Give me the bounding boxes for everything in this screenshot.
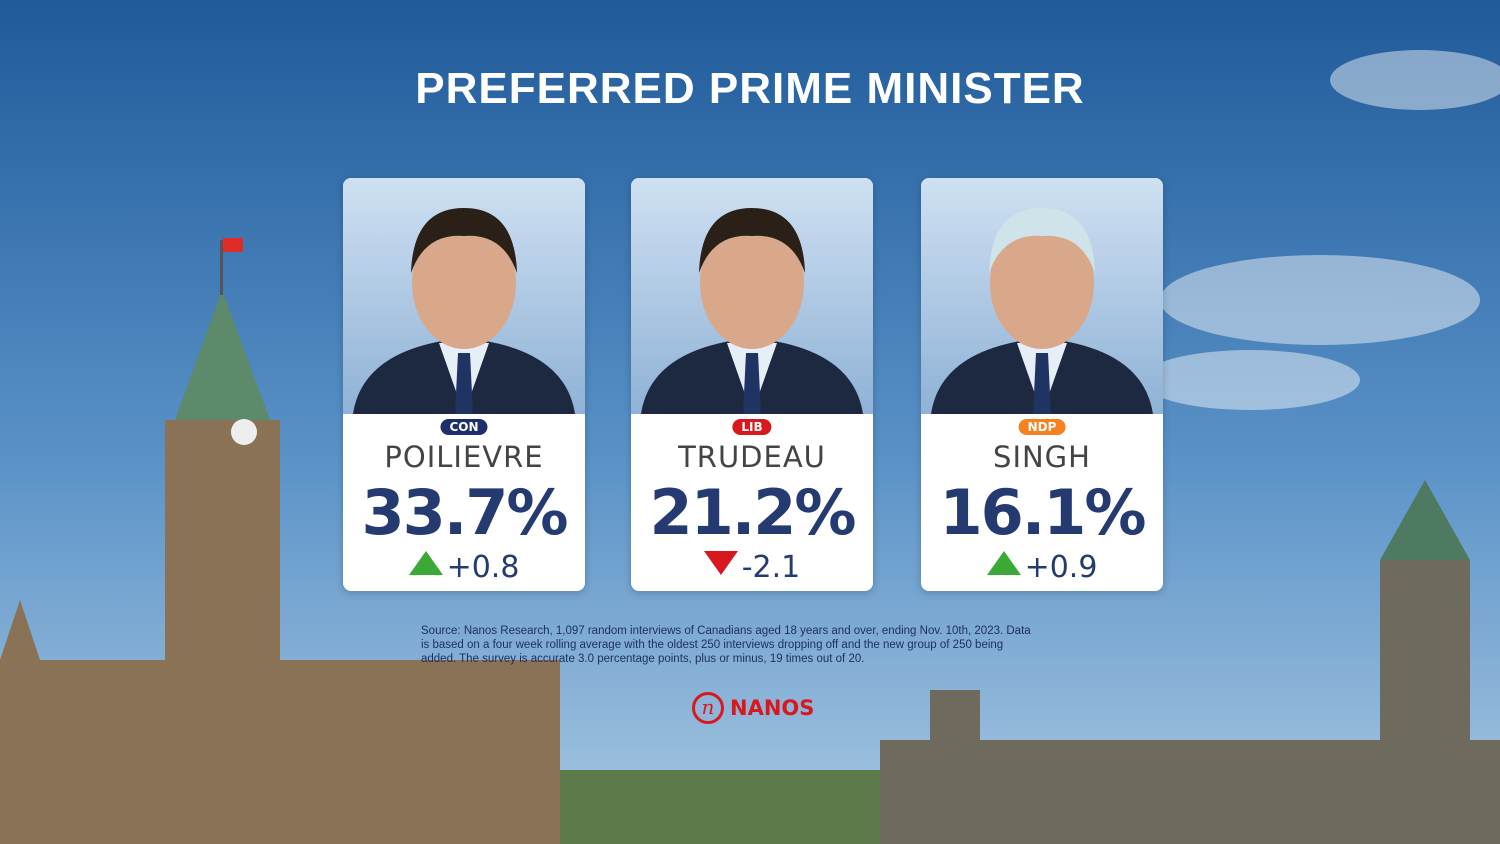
portrait-hair <box>411 208 517 273</box>
source-line: added. The survey is accurate 3.0 percen… <box>421 653 865 665</box>
portrait-tie <box>1033 353 1051 414</box>
change-value: +0.8 <box>446 550 520 585</box>
portrait-hair <box>989 208 1095 273</box>
candidate-card: NDP SINGH 16.1% +0.9 <box>921 178 1163 591</box>
portrait-face <box>412 217 516 349</box>
candidate-card: LIB TRUDEAU 21.2% -2.1 <box>631 178 873 591</box>
candidate-name: SINGH <box>993 440 1091 474</box>
portrait <box>631 178 873 414</box>
clouds <box>1140 50 1500 410</box>
candidate-name: TRUDEAU <box>678 440 826 474</box>
parliament-east <box>880 480 1500 844</box>
portrait <box>343 178 585 414</box>
vote-share: 16.1% <box>939 476 1146 549</box>
candidate-name: POILIEVRE <box>384 440 544 474</box>
source-note: Source: Nanos Research, 1,097 random int… <box>421 624 1031 666</box>
title: PREFERRED PRIME MINISTER <box>415 64 1085 113</box>
portrait-face <box>990 217 1094 349</box>
parliament-west <box>0 238 560 844</box>
logo-text: NANOS <box>730 696 815 720</box>
trend-arrow <box>986 551 1021 575</box>
change-row: +0.9 <box>921 550 1163 585</box>
party-badge: LIB <box>732 419 772 435</box>
change-row: +0.8 <box>343 550 585 585</box>
source-line: Source: Nanos Research, 1,097 random int… <box>421 625 1031 637</box>
change-value: -2.1 <box>741 550 801 585</box>
vote-share: 33.7% <box>361 476 568 549</box>
trend-arrow <box>408 551 443 575</box>
logo: n NANOS <box>692 692 814 724</box>
trend-arrow <box>703 551 738 575</box>
portrait-hair <box>699 208 805 273</box>
portrait-tie <box>743 353 761 414</box>
party-badge: NDP <box>1018 419 1066 435</box>
candidate-card: CON POILIEVRE 33.7% +0.8 <box>343 178 585 591</box>
source-line: is based on a four week rolling average … <box>421 639 1004 651</box>
party-badge: CON <box>440 419 488 435</box>
portrait <box>921 178 1163 414</box>
change-row: -2.1 <box>631 550 873 585</box>
portrait-tie <box>455 353 473 414</box>
logo-mark: n <box>692 692 724 724</box>
trees <box>560 770 880 844</box>
portrait-face <box>700 217 804 349</box>
vote-share: 21.2% <box>649 476 856 549</box>
change-value: +0.9 <box>1024 550 1098 585</box>
